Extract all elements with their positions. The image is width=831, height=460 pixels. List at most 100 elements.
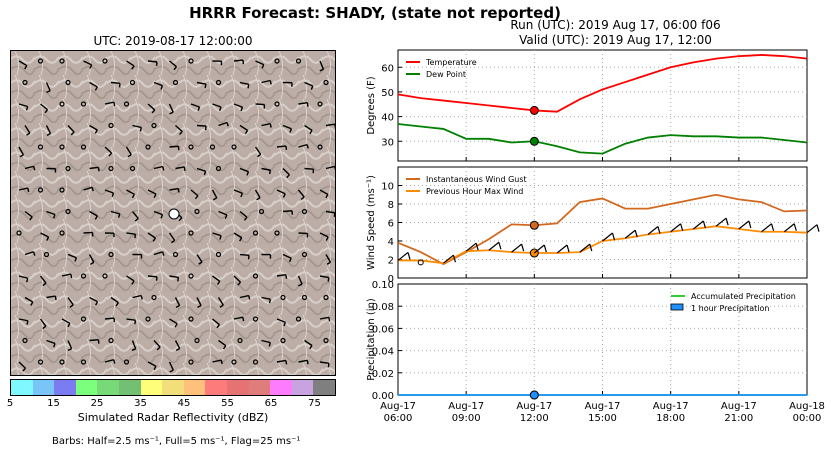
wind-barb-staff <box>276 274 287 277</box>
wind-barb-map <box>11 51 335 375</box>
reflectivity-colorbar <box>10 379 336 396</box>
wind-barb-staff <box>190 189 199 197</box>
wind-barb-staff <box>218 210 228 216</box>
calm-station-marker <box>252 273 259 279</box>
wind-barb-staff <box>624 229 636 239</box>
wind-barb-flag <box>24 65 28 70</box>
wind-barb-flag <box>140 295 143 300</box>
x-tick-label: 15:00 <box>588 413 617 424</box>
colorbar-tick-label: 75 <box>308 398 321 409</box>
wind-barb-staff <box>297 189 305 198</box>
calm-station-marker <box>252 316 259 322</box>
y-tick-label: 10 <box>381 182 394 193</box>
wind-barb-staff <box>88 254 95 263</box>
wind-barb-staff <box>282 124 292 130</box>
terrain-map <box>10 50 336 376</box>
wind-barb-staff <box>511 243 522 253</box>
chart-panel-3: 0.00 0.02 0.04 0.06 0.08 0.10 Precipitation (i… <box>366 280 808 402</box>
wind-barb-staff <box>319 232 329 238</box>
legend: Instantaneous Wind Gust Previous Hour Max… <box>406 175 527 196</box>
wind-barb-flag <box>53 343 56 348</box>
wind-barb-staff <box>89 339 99 342</box>
calm-station-marker <box>209 144 216 150</box>
calm-station-marker <box>102 58 108 64</box>
wind-barb-flag <box>197 106 201 112</box>
wind-barb-staff <box>147 103 156 111</box>
wind-barb-flag <box>25 106 29 111</box>
wind-barb-staff <box>61 273 71 277</box>
colorbar-swatch <box>11 380 33 395</box>
colorbar-swatch <box>291 380 314 395</box>
wind-barb-flag <box>54 296 57 301</box>
barb-legend-note: Barbs: Half=2.5 ms⁻¹, Full=5 ms⁻¹, Flag=… <box>52 436 301 447</box>
calm-station-marker <box>231 359 237 365</box>
wind-barb-staff <box>212 103 222 108</box>
wind-barb-flag <box>407 252 411 260</box>
y-tick-label: 0.00 <box>372 391 394 402</box>
calm-station-marker <box>188 316 194 322</box>
wind-barb-flag <box>327 363 330 368</box>
main-title: HRRR Forecast: SHADY, (state not reporte… <box>189 4 561 22</box>
x-tick-label: Aug-17 <box>585 401 621 412</box>
wind-barb-flag <box>566 244 570 253</box>
wind-barb-staff <box>276 359 286 363</box>
wind-barb-staff <box>304 167 314 170</box>
calm-station-marker <box>37 359 44 365</box>
wind-barb-flag <box>69 304 74 308</box>
wind-barb-flag <box>306 102 309 107</box>
wind-barb-staff <box>397 251 409 261</box>
wind-barb-flag <box>216 324 220 329</box>
run-title: Run (UTC): 2019 Aug 17, 06:00 f06 <box>510 18 721 32</box>
wind-barb-staff <box>298 143 308 148</box>
wind-barb-flag <box>111 192 115 198</box>
calm-station-marker <box>129 165 136 172</box>
colorbar-swatch <box>313 380 335 395</box>
legend-label: Accumulated Precipitation <box>691 292 796 301</box>
wind-barb-flag <box>151 109 156 114</box>
wind-barb-staff <box>212 359 222 363</box>
wind-barb-staff <box>255 103 265 106</box>
wind-barb-staff <box>24 251 34 256</box>
wind-barb-staff <box>298 102 308 105</box>
wind-barb-flag <box>748 220 752 229</box>
wind-barb-flag <box>269 123 272 128</box>
wind-barb-flag <box>288 257 292 263</box>
calm-station-marker <box>59 144 65 150</box>
wind-barb-flag <box>160 214 164 219</box>
wind-barb-staff <box>556 244 568 254</box>
wind-barb-staff <box>282 210 293 213</box>
wind-barb-flag <box>289 128 293 133</box>
wind-barb-staff <box>83 231 93 234</box>
wind-barb-staff <box>233 316 243 320</box>
wind-barb-flag <box>306 360 309 365</box>
wind-barb-staff <box>147 60 158 63</box>
wind-barb-flag <box>152 237 157 242</box>
calm-station-marker <box>280 294 286 301</box>
calm-station-marker <box>65 208 71 215</box>
wind-barb-staff <box>304 339 313 347</box>
wind-barb-staff <box>319 316 329 320</box>
wind-barb-staff <box>131 211 139 219</box>
wind-barb-flag <box>327 277 330 282</box>
y-tick-label: 60 <box>381 63 394 74</box>
wind-barb-staff <box>126 275 135 282</box>
x-tick-label: 21:00 <box>724 413 753 424</box>
wind-barb-staff <box>276 318 286 323</box>
legend-label: Previous Hour Max Wind <box>426 187 523 196</box>
calm-station-marker <box>231 144 237 150</box>
calm-station-marker <box>215 165 222 172</box>
wind-barb-flag <box>237 281 242 286</box>
wind-barb-flag <box>226 122 229 127</box>
wind-barb-staff <box>174 340 181 349</box>
wind-barb-flag <box>171 239 176 244</box>
wind-barb-flag <box>452 255 457 263</box>
wind-barb-flag <box>153 365 157 371</box>
wind-barb-staff <box>126 189 135 195</box>
calm-station-marker <box>215 251 222 258</box>
wind-barb-staff <box>132 124 142 129</box>
wind-barb-flag <box>219 304 224 308</box>
wind-barb-staff <box>443 254 454 264</box>
wind-barb-staff <box>45 125 52 134</box>
wind-barb-flag <box>793 223 797 231</box>
legend-label: Dew Point <box>426 70 466 79</box>
